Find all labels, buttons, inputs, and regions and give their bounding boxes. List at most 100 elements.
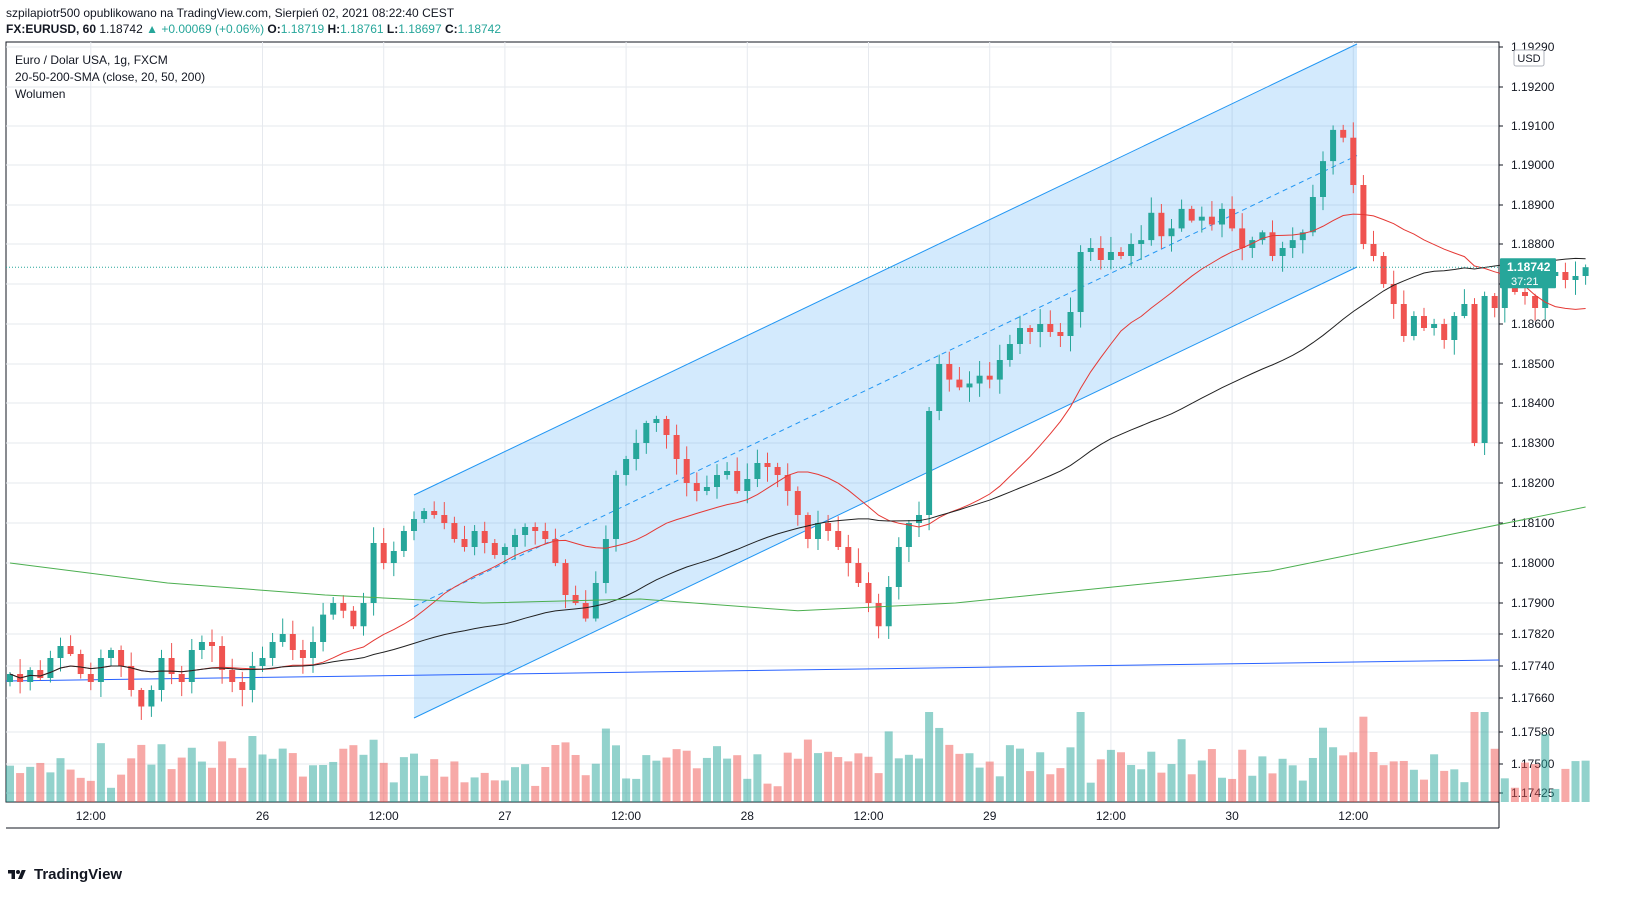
candle-body <box>1320 161 1326 197</box>
volume-bar <box>1016 748 1024 802</box>
volume-bar <box>218 741 227 802</box>
candle-body <box>320 614 327 642</box>
currency-badge <box>1513 49 1545 67</box>
candle-body <box>1350 137 1357 185</box>
candle-body <box>1107 252 1114 260</box>
volume-bar <box>1106 749 1115 802</box>
candle-body <box>703 487 710 491</box>
candle-body <box>582 603 589 619</box>
symbol-label[interactable]: FX:EURUSD, 60 <box>6 22 97 36</box>
candle-body <box>118 650 125 666</box>
c-label: C: <box>444 22 458 36</box>
candle-body <box>865 583 872 603</box>
volume-bar <box>1551 788 1560 802</box>
candle-body <box>1057 332 1064 336</box>
candle-body <box>289 634 296 650</box>
volume-bar <box>1268 773 1277 802</box>
candle-body <box>108 650 114 658</box>
volume-bar <box>935 727 944 802</box>
candle-body <box>754 463 761 479</box>
candle-body <box>1077 252 1084 312</box>
candle-body <box>259 658 266 666</box>
candle-body <box>784 475 791 491</box>
volume-bar <box>339 748 348 802</box>
candle-body <box>1572 276 1579 280</box>
candle-body <box>1522 292 1528 296</box>
volume-bar <box>248 736 257 802</box>
x-tick-label: 26 <box>256 809 270 823</box>
volume-bar <box>359 754 368 802</box>
x-tick-label: 12:00 <box>853 809 883 823</box>
o-label: O: <box>267 22 281 36</box>
legend-title[interactable]: Euro / Dolar USA, 1g, FXCM <box>15 53 168 67</box>
h-value: 1.18761 <box>340 22 384 36</box>
volume-bar <box>16 773 25 802</box>
candle-body <box>158 658 165 690</box>
volume-bar <box>258 754 267 802</box>
candle-body <box>138 690 145 707</box>
y-tick-label: 1.18000 <box>1511 556 1555 570</box>
candle-body <box>663 419 670 435</box>
volume-bar <box>1127 764 1136 802</box>
volume-bar <box>117 774 126 802</box>
candle-body <box>1118 252 1124 256</box>
volume-bar <box>995 776 1004 802</box>
tradingview-logo[interactable]: TradingView <box>6 866 122 883</box>
candle-body <box>855 563 862 583</box>
change-value: ▲ +0.00069 (+0.06%) <box>146 22 265 36</box>
volume-bar <box>379 762 388 802</box>
candle-body <box>481 531 488 543</box>
volume-bar <box>844 761 853 802</box>
volume-bar <box>1349 752 1358 802</box>
volume-bar <box>36 762 45 802</box>
volume-bar <box>440 776 449 802</box>
candle-body <box>1047 324 1054 332</box>
candle-body <box>471 531 478 547</box>
volume-bar <box>723 758 732 802</box>
currency-label: USD <box>1517 53 1540 65</box>
volume-bar <box>167 769 176 802</box>
volume-bar <box>187 747 196 802</box>
candle-body <box>724 471 731 475</box>
candle-body <box>532 527 539 531</box>
legend-sma[interactable]: 20-50-200-SMA (close, 20, 50, 200) <box>15 70 206 84</box>
volume-bar <box>399 757 408 802</box>
candle-body <box>815 523 821 539</box>
volume-bar <box>1490 748 1499 802</box>
candle-body <box>744 479 751 491</box>
volume-bar <box>1207 749 1216 802</box>
volume-bar <box>1409 769 1418 802</box>
volume-bar <box>1470 712 1479 802</box>
candle-body <box>1249 240 1256 248</box>
volume-bar <box>107 787 115 802</box>
candle-body <box>1037 324 1044 332</box>
volume-bar <box>1430 754 1439 802</box>
candle-body <box>986 375 993 380</box>
candle-body <box>875 603 882 627</box>
candle-body <box>1491 296 1498 308</box>
y-tick-label: 1.18900 <box>1511 198 1555 212</box>
volume-bar <box>298 776 307 802</box>
candle-body <box>1067 312 1074 336</box>
y-tick-label: 1.18600 <box>1511 317 1555 331</box>
candle-body <box>1582 267 1589 276</box>
volume-bar <box>632 778 641 802</box>
candle-body <box>148 690 155 707</box>
volume-bar <box>824 751 833 802</box>
candle-body <box>421 511 428 519</box>
candle-body <box>67 646 74 654</box>
volume-bar <box>480 772 489 802</box>
volume-bar <box>1056 768 1065 802</box>
legend-volume[interactable]: Wolumen <box>15 87 66 101</box>
candle-body <box>602 539 609 583</box>
l-label: L: <box>386 22 399 36</box>
candle-body <box>1006 344 1013 360</box>
candle-body <box>774 467 781 475</box>
volume-bar <box>1531 764 1540 802</box>
candle-body <box>895 547 902 587</box>
volume-bar <box>309 765 317 802</box>
volume-bar <box>834 757 843 802</box>
candle-body <box>1441 324 1448 340</box>
o-value: 1.18719 <box>280 22 325 36</box>
